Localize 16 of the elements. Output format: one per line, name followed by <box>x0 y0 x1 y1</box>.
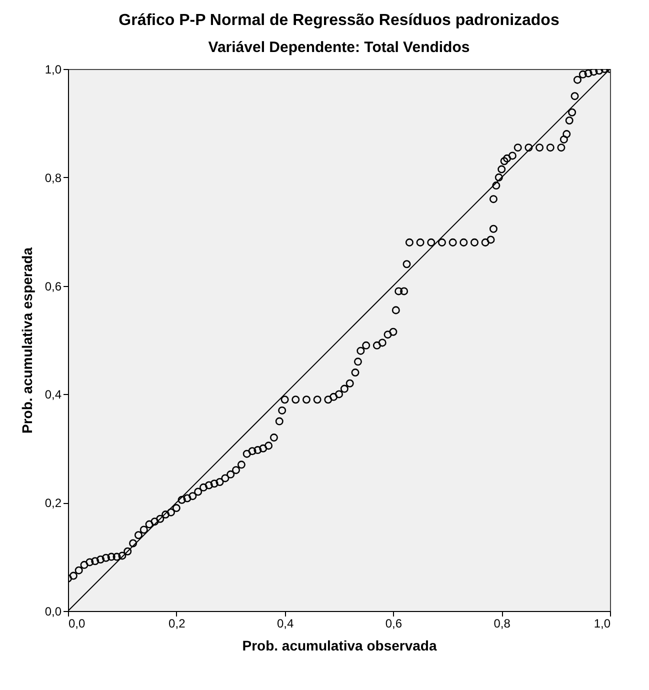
x-tick-label: 0,0 <box>68 616 86 630</box>
x-tick-label: 0,6 <box>385 616 402 630</box>
y-tick-label: 1,0 <box>44 62 62 76</box>
x-tick-label: 1,0 <box>594 616 611 630</box>
y-tick-label: 0,8 <box>44 170 62 185</box>
x-axis-title: Prob. acumulativa observada <box>242 638 437 654</box>
y-tick-label: 0,4 <box>44 388 62 402</box>
y-tick-label: 0,6 <box>44 279 62 294</box>
x-tick-label: 0,4 <box>276 616 294 630</box>
y-axis-title: Prob. acumulativa esperada <box>18 247 35 434</box>
x-tick-label: 0,2 <box>168 616 186 630</box>
x-tick-label: 0,8 <box>494 616 511 630</box>
y-tick-label: 0,2 <box>44 496 62 510</box>
chart-title: Gráfico P-P Normal de Regressão Resíduos padronizados <box>118 12 560 29</box>
y-tick-label: 0,0 <box>44 604 62 618</box>
chart-subtitle: Variável Dependente: Total Vendidos <box>208 39 470 56</box>
